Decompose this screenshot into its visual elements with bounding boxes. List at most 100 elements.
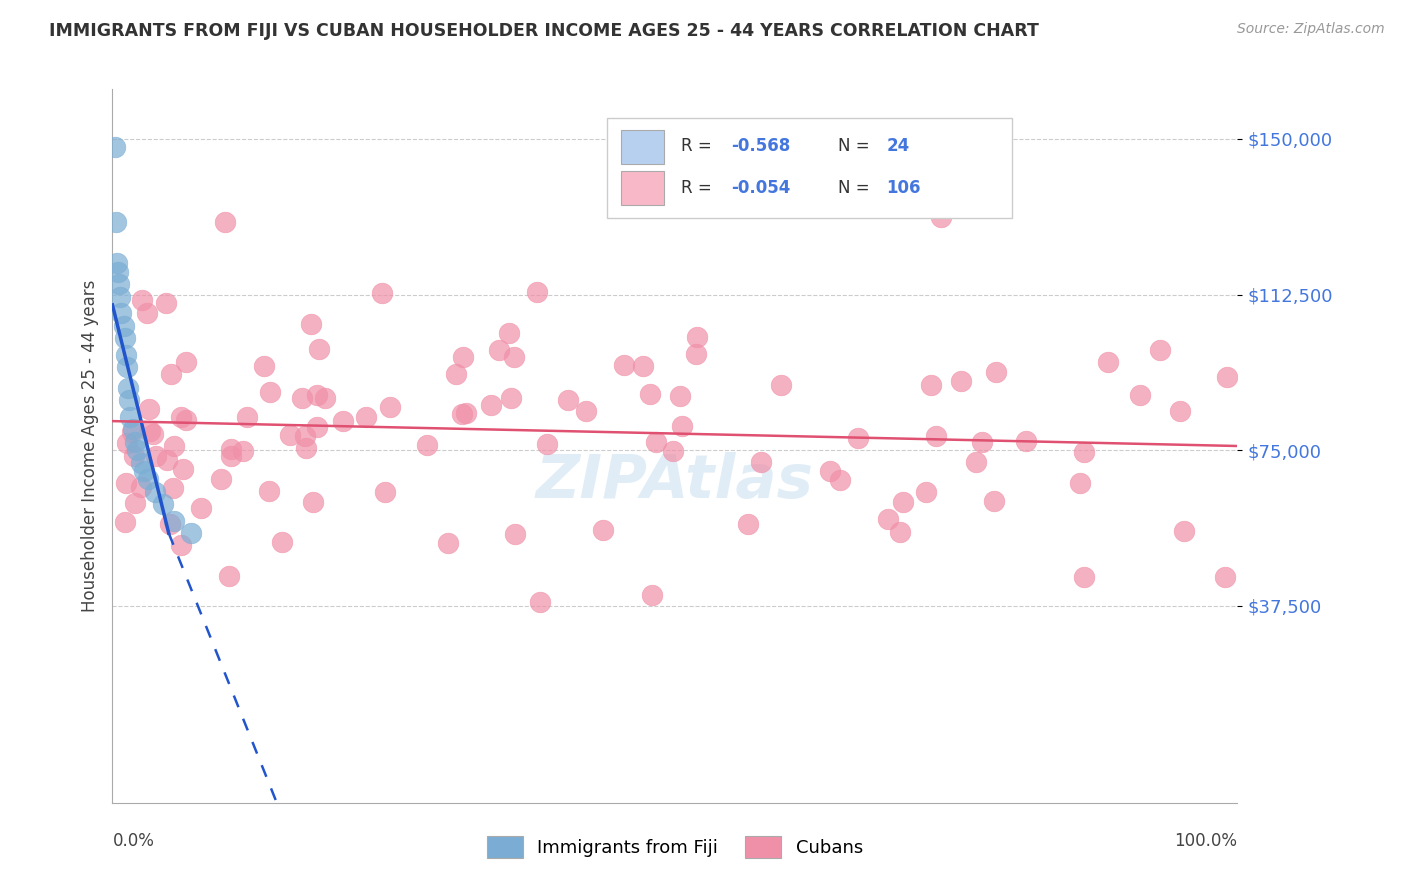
Point	[305, 420, 328, 434]
Point	[1170, 404, 1192, 418]
Point	[645, 435, 668, 450]
Point	[749, 455, 772, 469]
Point	[259, 385, 281, 400]
Point	[592, 524, 614, 538]
Point	[332, 414, 354, 428]
Point	[159, 368, 181, 382]
Point	[1097, 354, 1119, 368]
Text: -0.568: -0.568	[731, 137, 790, 155]
Point	[110, 290, 132, 304]
Point	[214, 215, 236, 229]
Point	[374, 485, 396, 500]
Point	[877, 511, 900, 525]
Point	[104, 140, 127, 154]
Point	[138, 472, 160, 486]
Point	[415, 438, 437, 452]
Point	[302, 495, 325, 509]
Point	[278, 427, 301, 442]
Text: ZIPAtlas: ZIPAtlas	[536, 452, 814, 511]
Point	[820, 464, 842, 478]
Point	[122, 449, 145, 463]
Point	[613, 358, 636, 372]
Point	[155, 296, 177, 310]
Point	[685, 347, 707, 361]
Point	[1149, 343, 1171, 357]
Point	[983, 493, 1005, 508]
Point	[117, 435, 139, 450]
Point	[966, 455, 988, 469]
Point	[371, 285, 394, 300]
Point	[356, 409, 378, 424]
Point	[294, 428, 316, 442]
Point	[488, 343, 510, 358]
Point	[1015, 434, 1038, 448]
Point	[136, 306, 159, 320]
Point	[253, 359, 276, 374]
Point	[846, 431, 869, 445]
Point	[114, 515, 136, 529]
Point	[526, 285, 548, 300]
Point	[174, 413, 197, 427]
Point	[132, 464, 155, 478]
Point	[112, 318, 135, 333]
Point	[129, 456, 152, 470]
Point	[180, 526, 202, 541]
Point	[536, 437, 558, 451]
Point	[557, 393, 579, 408]
Point	[291, 391, 314, 405]
Text: R =: R =	[681, 137, 717, 155]
Point	[118, 393, 141, 408]
Point	[631, 359, 654, 374]
Point	[830, 474, 852, 488]
Text: N =: N =	[838, 178, 875, 196]
Point	[138, 424, 160, 438]
Point	[115, 360, 138, 375]
Point	[451, 407, 474, 421]
Point	[453, 350, 475, 364]
Text: IMMIGRANTS FROM FIJI VS CUBAN HOUSEHOLDER INCOME AGES 25 - 44 YEARS CORRELATION : IMMIGRANTS FROM FIJI VS CUBAN HOUSEHOLDE…	[49, 22, 1039, 40]
Point	[170, 410, 193, 425]
Point	[152, 497, 174, 511]
Point	[218, 569, 240, 583]
Point	[110, 306, 132, 320]
Point	[117, 381, 139, 395]
Point	[209, 472, 232, 486]
Point	[174, 355, 197, 369]
Point	[295, 441, 318, 455]
Point	[501, 392, 523, 406]
Text: 106: 106	[886, 178, 921, 196]
Point	[143, 484, 166, 499]
Point	[437, 536, 460, 550]
Point	[662, 444, 685, 458]
Point	[479, 398, 502, 412]
Point	[378, 401, 401, 415]
Point	[314, 391, 336, 405]
Point	[1073, 444, 1095, 458]
Point	[121, 422, 143, 436]
Point	[232, 444, 254, 458]
Text: 24: 24	[886, 137, 910, 155]
Text: -0.054: -0.054	[731, 178, 790, 196]
Point	[668, 388, 690, 402]
Point	[575, 404, 598, 418]
FancyBboxPatch shape	[621, 170, 664, 205]
Point	[163, 439, 186, 453]
Point	[236, 409, 259, 424]
Text: Source: ZipAtlas.com: Source: ZipAtlas.com	[1237, 22, 1385, 37]
Point	[769, 377, 792, 392]
Point	[156, 453, 179, 467]
Point	[121, 425, 143, 439]
Point	[145, 449, 167, 463]
Text: N =: N =	[838, 137, 875, 155]
Point	[929, 211, 952, 225]
Point	[737, 516, 759, 531]
Point	[257, 483, 280, 498]
Point	[120, 409, 142, 424]
Point	[124, 434, 146, 449]
Point	[299, 317, 322, 331]
Point	[190, 501, 212, 516]
Point	[1213, 570, 1236, 584]
Point	[159, 517, 181, 532]
Point	[924, 428, 946, 442]
Point	[114, 475, 136, 490]
